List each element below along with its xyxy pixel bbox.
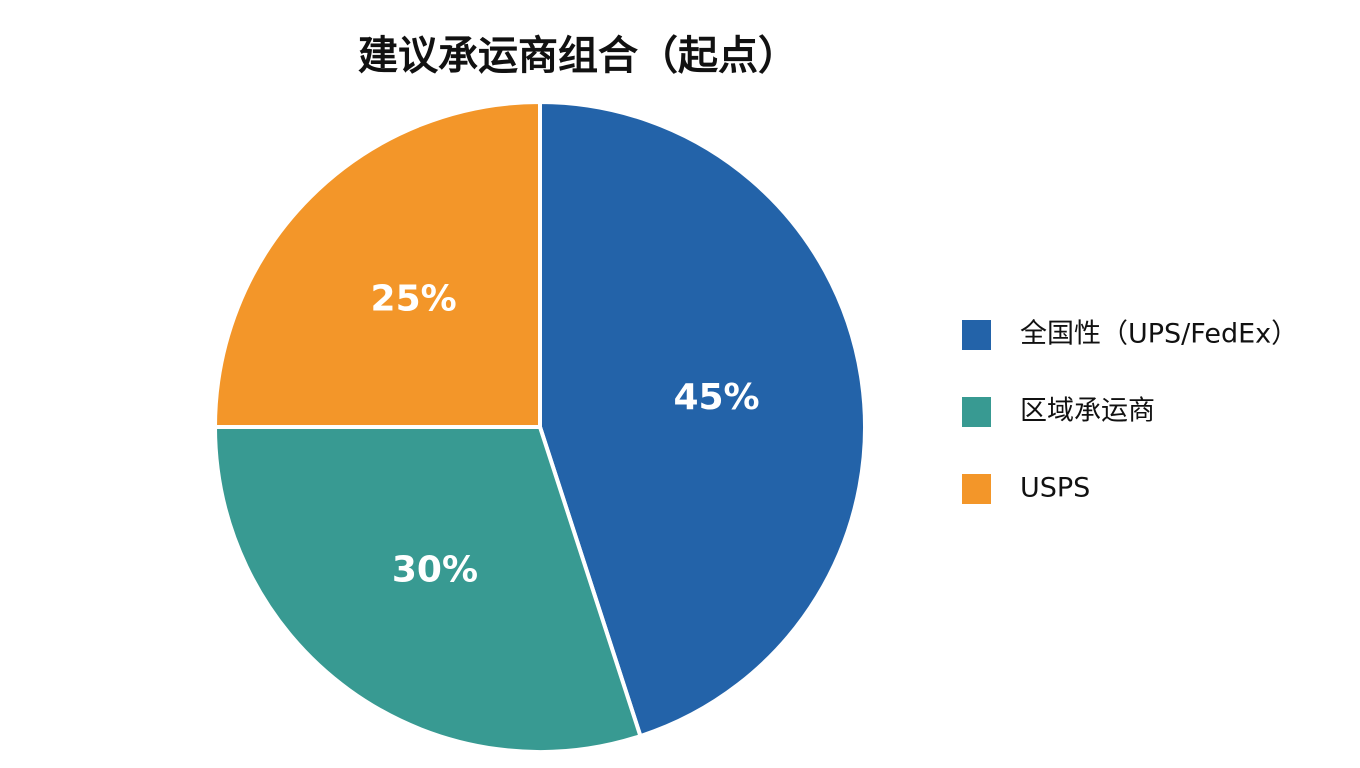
- chart-title: 建议承运商组合（起点）: [358, 33, 798, 79]
- pie-slice: [538, 99, 867, 739]
- legend-swatch: [962, 320, 991, 350]
- legend-swatch: [962, 474, 991, 504]
- slice-label: 30%: [392, 550, 478, 591]
- slice-label: 45%: [673, 377, 759, 418]
- legend-label: USPS: [1020, 473, 1090, 504]
- legend-label: 区域承运商: [1020, 396, 1155, 427]
- legend-label: 全国性（UPS/FedEx）: [1020, 319, 1298, 350]
- legend-swatch: [962, 397, 991, 427]
- pie-slice: [212, 425, 643, 754]
- slice-label: 25%: [371, 279, 457, 320]
- pie-slice: [212, 99, 542, 429]
